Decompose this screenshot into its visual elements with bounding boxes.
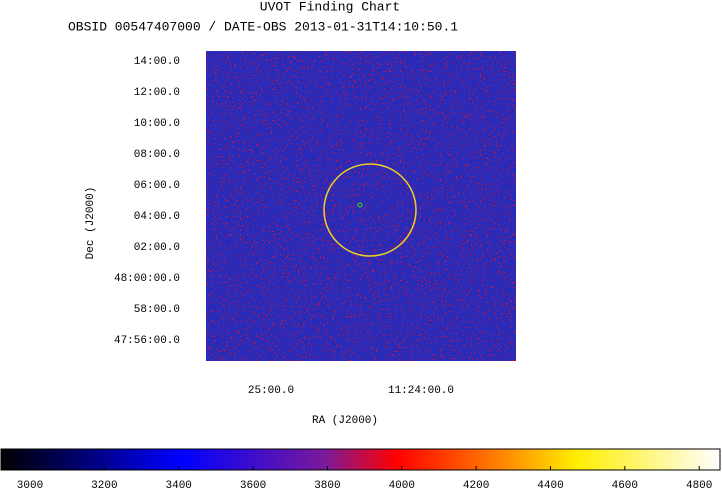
source-marker [357,202,363,208]
y-tick-label: 06:00.0 [134,180,180,192]
y-tick-label: 10:00.0 [134,118,180,130]
colorbar-tick-label: 3400 [166,480,192,489]
colorbar-tick-label: 4600 [612,480,638,489]
chart-title: UVOT Finding Chart [260,0,400,14]
colorbar-tick-label: 3600 [240,480,266,489]
y-tick-label: 12:00.0 [134,87,180,99]
colorbar-tick-label: 4200 [463,480,489,489]
sky-image [206,51,516,361]
y-tick-label: 02:00.0 [134,242,180,254]
y-tick-label: 48:00:00.0 [114,273,180,285]
colorbar-tick-label: 4400 [537,480,563,489]
y-tick-label: 58:00.0 [134,304,180,316]
y-tick-label: 47:56:00.0 [114,335,180,347]
colorbar-tick-label: 3200 [91,480,117,489]
chart-subtitle: OBSID 00547407000 / DATE-OBS 2013-01-31T… [68,19,458,34]
y-tick-label: 04:00.0 [134,211,180,223]
x-axis-label: RA (J2000) [312,415,378,427]
y-tick-label: 14:00.0 [134,56,180,68]
y-tick-label: 08:00.0 [134,149,180,161]
error-circle [323,163,417,257]
y-axis-label: Dec (J2000) [85,187,97,260]
colorbar-tick-label: 4800 [686,480,712,489]
colorbar-tick-label: 4000 [389,480,415,489]
colorbar-tick-label: 3000 [17,480,43,489]
x-tick-label: 11:24:00.0 [388,385,454,397]
colorbar [0,448,721,471]
x-tick-label: 25:00.0 [248,385,294,397]
colorbar-tick-label: 3800 [314,480,340,489]
